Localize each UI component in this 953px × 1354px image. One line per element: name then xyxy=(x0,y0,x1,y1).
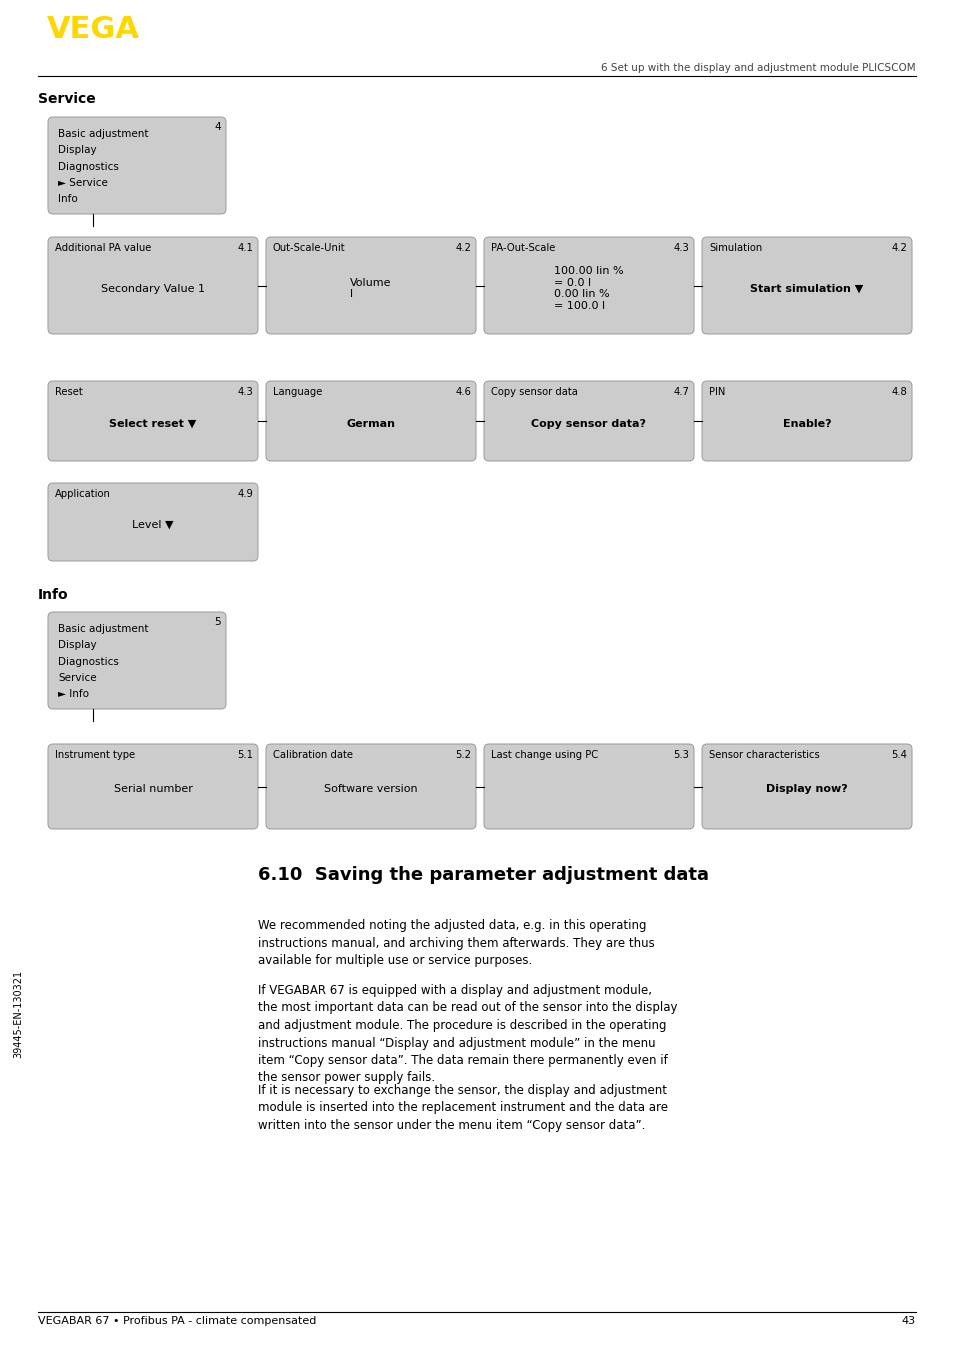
FancyBboxPatch shape xyxy=(48,483,257,561)
Text: 100.00 lin %
= 0.0 l
0.00 lin %
= 100.0 l: 100.00 lin % = 0.0 l 0.00 lin % = 100.0 … xyxy=(554,267,623,311)
FancyBboxPatch shape xyxy=(48,237,257,334)
Text: Additional PA value: Additional PA value xyxy=(55,242,152,253)
Text: Secondary Value 1: Secondary Value 1 xyxy=(101,283,205,294)
Text: Service: Service xyxy=(58,673,96,682)
Text: Reset: Reset xyxy=(55,387,83,397)
Text: 43: 43 xyxy=(901,1316,915,1326)
Text: Service: Service xyxy=(38,92,95,106)
Text: 4.9: 4.9 xyxy=(237,489,253,500)
Text: Copy sensor data: Copy sensor data xyxy=(491,387,578,397)
Text: Diagnostics: Diagnostics xyxy=(58,657,119,666)
Text: 5.2: 5.2 xyxy=(455,750,471,760)
Text: Application: Application xyxy=(55,489,111,500)
FancyBboxPatch shape xyxy=(48,116,226,214)
Text: If VEGABAR 67 is equipped with a display and adjustment module,
the most importa: If VEGABAR 67 is equipped with a display… xyxy=(257,984,677,1085)
Text: Display now?: Display now? xyxy=(765,784,847,795)
Text: PIN: PIN xyxy=(708,387,724,397)
FancyBboxPatch shape xyxy=(483,380,693,460)
Text: Select reset ▼: Select reset ▼ xyxy=(110,418,196,429)
Text: Diagnostics: Diagnostics xyxy=(58,161,119,172)
Text: 4.8: 4.8 xyxy=(890,387,906,397)
Text: Info: Info xyxy=(38,588,69,603)
Text: Start simulation ▼: Start simulation ▼ xyxy=(750,283,862,294)
Text: Serial number: Serial number xyxy=(113,784,193,795)
Text: If it is necessary to exchange the sensor, the display and adjustment
module is : If it is necessary to exchange the senso… xyxy=(257,1085,667,1132)
FancyBboxPatch shape xyxy=(483,743,693,829)
Text: 4: 4 xyxy=(214,122,221,131)
FancyBboxPatch shape xyxy=(266,237,476,334)
Text: ► Service: ► Service xyxy=(58,177,108,188)
Text: Display: Display xyxy=(58,145,96,156)
Text: 39445-EN-130321: 39445-EN-130321 xyxy=(13,969,23,1057)
Text: ► Info: ► Info xyxy=(58,689,89,699)
FancyBboxPatch shape xyxy=(483,237,693,334)
Text: Calibration date: Calibration date xyxy=(273,750,353,760)
Text: 4.7: 4.7 xyxy=(673,387,688,397)
FancyBboxPatch shape xyxy=(701,743,911,829)
Text: 6 Set up with the display and adjustment module PLICSCOM: 6 Set up with the display and adjustment… xyxy=(600,64,915,73)
FancyBboxPatch shape xyxy=(48,612,226,709)
Text: Sensor characteristics: Sensor characteristics xyxy=(708,750,819,760)
Text: Basic adjustment: Basic adjustment xyxy=(58,129,149,139)
Text: VEGABAR 67 • Profibus PA - climate compensated: VEGABAR 67 • Profibus PA - climate compe… xyxy=(38,1316,316,1326)
FancyBboxPatch shape xyxy=(266,743,476,829)
Text: Display: Display xyxy=(58,640,96,650)
Text: 4.6: 4.6 xyxy=(455,387,471,397)
Text: Out-Scale-Unit: Out-Scale-Unit xyxy=(273,242,345,253)
Text: Enable?: Enable? xyxy=(781,418,830,429)
Text: Volume
l: Volume l xyxy=(350,278,392,299)
FancyBboxPatch shape xyxy=(48,743,257,829)
FancyBboxPatch shape xyxy=(48,380,257,460)
Text: Language: Language xyxy=(273,387,322,397)
Text: 4.3: 4.3 xyxy=(237,387,253,397)
FancyBboxPatch shape xyxy=(701,237,911,334)
Text: PA-Out-Scale: PA-Out-Scale xyxy=(491,242,555,253)
Text: We recommended noting the adjusted data, e.g. in this operating
instructions man: We recommended noting the adjusted data,… xyxy=(257,919,654,967)
Text: Software version: Software version xyxy=(324,784,417,795)
Text: Copy sensor data?: Copy sensor data? xyxy=(531,418,646,429)
Text: 4.2: 4.2 xyxy=(455,242,471,253)
Text: Last change using PC: Last change using PC xyxy=(491,750,598,760)
Text: 4.2: 4.2 xyxy=(890,242,906,253)
Text: German: German xyxy=(346,418,395,429)
Text: Basic adjustment: Basic adjustment xyxy=(58,624,149,634)
Text: 6.10  Saving the parameter adjustment data: 6.10 Saving the parameter adjustment dat… xyxy=(257,867,708,884)
Text: 5.4: 5.4 xyxy=(890,750,906,760)
Text: VEGA: VEGA xyxy=(47,15,140,43)
FancyBboxPatch shape xyxy=(266,380,476,460)
Text: 4.1: 4.1 xyxy=(237,242,253,253)
Text: 4.3: 4.3 xyxy=(673,242,688,253)
Text: Instrument type: Instrument type xyxy=(55,750,135,760)
Text: 5.1: 5.1 xyxy=(236,750,253,760)
Text: 5.3: 5.3 xyxy=(673,750,688,760)
Text: Info: Info xyxy=(58,194,77,204)
FancyBboxPatch shape xyxy=(701,380,911,460)
Text: Simulation: Simulation xyxy=(708,242,761,253)
Text: 5: 5 xyxy=(214,617,221,627)
Text: Level ▼: Level ▼ xyxy=(132,520,173,529)
